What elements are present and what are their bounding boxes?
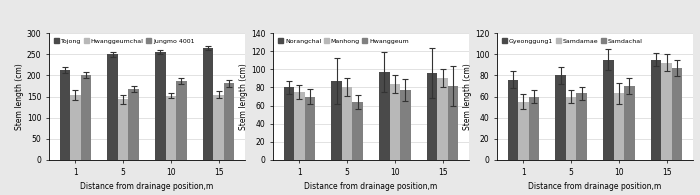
Bar (118, 99, 128, 160)
Bar (614, 93, 624, 160)
Bar (107, 54, 118, 160)
X-axis label: Distance from drainage position,m: Distance from drainage position,m (80, 182, 214, 191)
Bar (294, 92, 304, 160)
Bar (566, 97, 576, 160)
Bar (352, 102, 363, 160)
Bar (427, 73, 438, 160)
Y-axis label: Stem length (cm): Stem length (cm) (463, 63, 472, 130)
Bar (342, 87, 352, 160)
Bar (624, 86, 635, 160)
Bar (576, 93, 587, 160)
Bar (203, 48, 214, 160)
Bar (438, 78, 448, 160)
Bar (651, 59, 661, 160)
Bar (176, 81, 187, 160)
X-axis label: Distance from drainage position,m: Distance from drainage position,m (528, 182, 662, 191)
Bar (284, 88, 294, 160)
Y-axis label: Stem length (cm): Stem length (cm) (239, 63, 248, 130)
Bar (508, 80, 518, 160)
Bar (60, 70, 70, 160)
X-axis label: Distance from drainage position,m: Distance from drainage position,m (304, 182, 438, 191)
Legend: Norangchal, Manhong, Hwanggeum: Norangchal, Manhong, Hwanggeum (276, 36, 411, 45)
Bar (166, 96, 176, 160)
Bar (80, 75, 91, 160)
Bar (155, 52, 166, 160)
Bar (331, 81, 342, 160)
Bar (224, 83, 234, 160)
Legend: Gyeonggung1, Samdamae, Samdachal: Gyeonggung1, Samdamae, Samdachal (500, 36, 644, 45)
Bar (518, 102, 528, 160)
Bar (304, 97, 315, 160)
Bar (603, 59, 614, 160)
Bar (555, 75, 566, 160)
Bar (70, 95, 80, 160)
Bar (390, 84, 400, 160)
Bar (128, 89, 139, 160)
Bar (528, 97, 539, 160)
Bar (662, 63, 672, 160)
Legend: Tojong, Hwanggeumchal, Jungmo 4001: Tojong, Hwanggeumchal, Jungmo 4001 (52, 36, 196, 45)
Bar (448, 86, 458, 160)
Y-axis label: Stem length (cm): Stem length (cm) (15, 63, 24, 130)
Bar (214, 95, 224, 160)
Bar (379, 72, 390, 160)
Bar (672, 68, 682, 160)
Bar (400, 90, 411, 160)
